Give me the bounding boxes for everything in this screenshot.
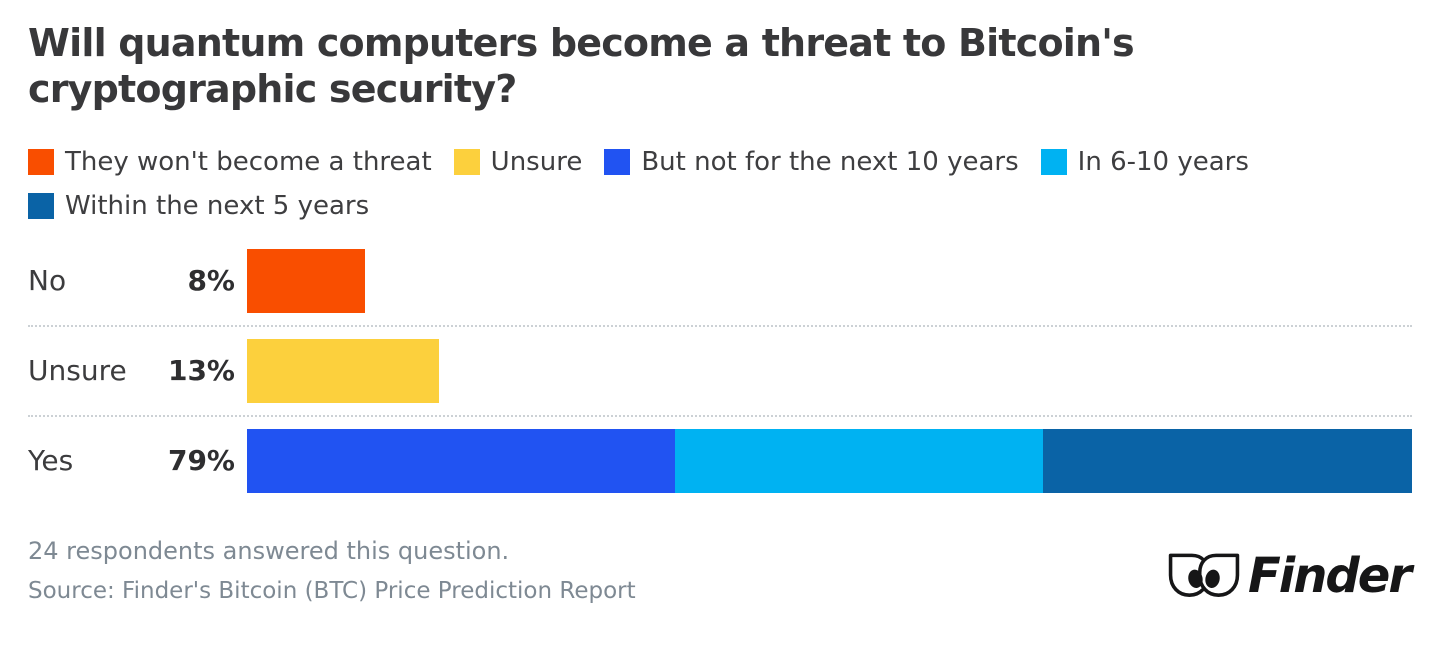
finder-eyes-icon <box>1168 553 1240 597</box>
legend-item: But not for the next 10 years <box>604 146 1019 177</box>
row-percent: 79% <box>167 444 235 478</box>
bar-segment <box>674 428 1044 493</box>
legend-swatch <box>28 192 54 219</box>
legend-item: In 6-10 years <box>1040 146 1249 177</box>
row-label: No <box>28 264 67 298</box>
legend-label: Unsure <box>490 146 583 177</box>
bar-track <box>247 248 1412 313</box>
legend: They won't become a threat Unsure But not … <box>28 147 1412 221</box>
finder-logo: Finder <box>1167 548 1412 604</box>
row-percent: 13% <box>167 354 235 388</box>
bar-segment <box>247 338 439 403</box>
legend-item: Within the next 5 years <box>28 191 369 221</box>
legend-label: Within the next 5 years <box>65 190 370 221</box>
bar-segment <box>1043 428 1412 493</box>
legend-label: They won't become a threat <box>65 146 432 177</box>
legend-label: In 6-10 years <box>1077 146 1249 177</box>
bar-track <box>247 428 1412 493</box>
bar-segment <box>247 428 675 493</box>
row-label: Unsure <box>28 354 127 388</box>
chart-title: Will quantum computers become a threat t… <box>28 21 1135 112</box>
legend-swatch <box>1040 148 1067 175</box>
row-percent: 8% <box>187 264 235 298</box>
bar-track <box>247 338 1412 403</box>
legend-item: They won't become a threat <box>28 147 432 177</box>
source-note: Source: Finder's Bitcoin (BTC) Price Pre… <box>28 577 636 604</box>
finder-logo-text: Finder <box>1248 548 1412 604</box>
row-separator <box>28 414 1412 417</box>
row-separator <box>28 324 1412 327</box>
chart-row: No 8% <box>28 248 1412 313</box>
row-label: Yes <box>28 444 74 478</box>
legend-swatch <box>453 148 480 175</box>
legend-label: But not for the next 10 years <box>641 146 1019 177</box>
legend-swatch <box>28 148 54 175</box>
legend-swatch <box>604 148 631 175</box>
respondents-note: 24 respondents answered this question. <box>28 536 510 565</box>
chart-row: Unsure 13% <box>28 338 1412 403</box>
bar-segment <box>247 248 365 313</box>
chart: No 8% Unsure 13% Yes 79% <box>28 248 1412 493</box>
chart-row: Yes 79% <box>28 428 1412 493</box>
footer: 24 respondents answered this question. S… <box>28 537 1412 604</box>
legend-item: Unsure <box>453 146 583 177</box>
